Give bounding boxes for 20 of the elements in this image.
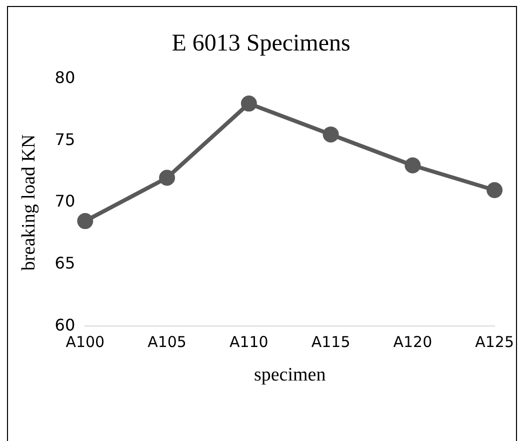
- y-tick-label: 80: [54, 68, 76, 87]
- point: [404, 157, 421, 174]
- y-tick-label: 70: [54, 192, 76, 211]
- x-axis-title: specimen: [254, 364, 326, 386]
- x-tick-label: A105: [148, 333, 186, 352]
- y-tick-label: 65: [54, 254, 76, 273]
- x-tick-label: A125: [475, 333, 514, 352]
- point: [486, 182, 503, 198]
- y-tick-label: 75: [54, 130, 76, 149]
- x-tick-label: A115: [311, 333, 350, 352]
- x-tick-label: A120: [393, 333, 432, 352]
- x-tick-label: A110: [229, 333, 268, 352]
- point: [159, 170, 176, 186]
- chart-title: E 6013 Specimens: [172, 30, 350, 57]
- point: [240, 96, 257, 112]
- y-axis-title: breaking load KN: [18, 134, 40, 271]
- x-tick-label: A100: [66, 333, 105, 352]
- y-tick-label: 60: [54, 315, 76, 334]
- point: [322, 126, 339, 142]
- point: [77, 213, 94, 230]
